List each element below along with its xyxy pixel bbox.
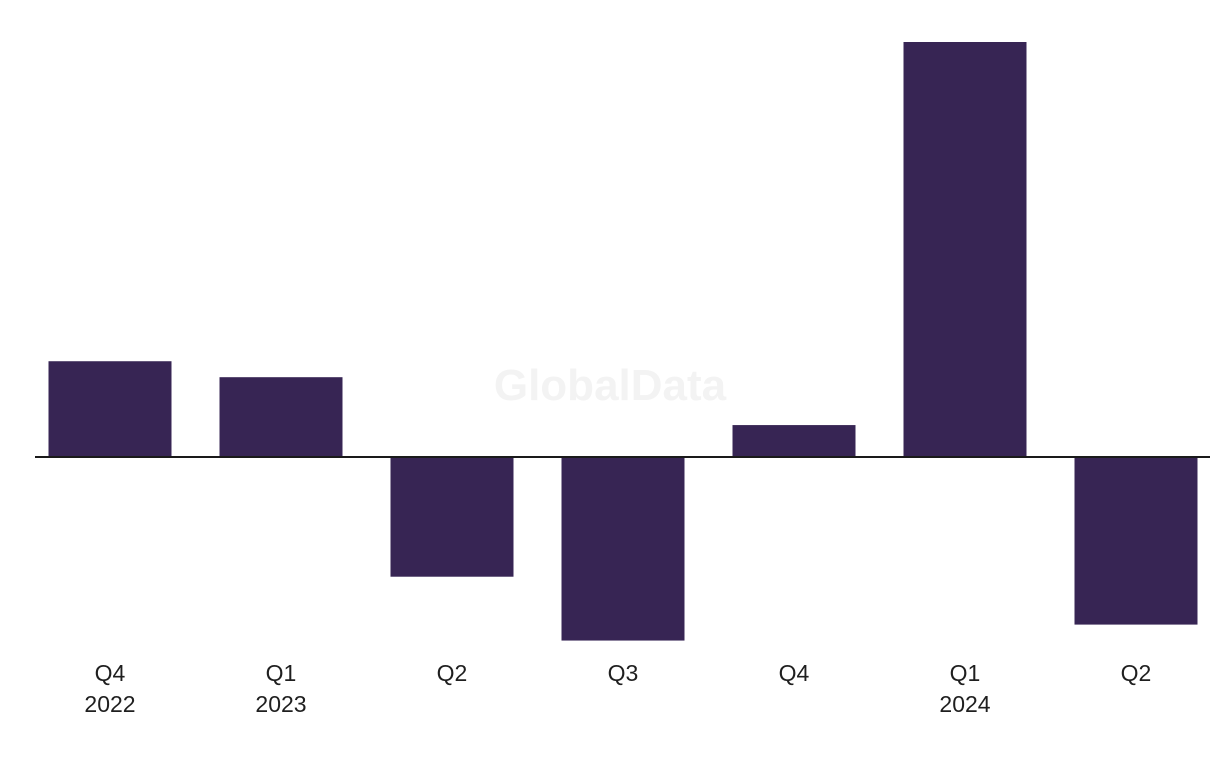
bars-group	[48, 42, 1198, 641]
category-label-6-line-0: Q2	[1121, 660, 1152, 686]
bar-4	[732, 425, 856, 457]
category-label-3-line-0: Q3	[608, 660, 639, 686]
category-label-5-line-0: Q1	[950, 660, 981, 686]
category-label-1-line-1: 2023	[255, 691, 306, 717]
watermark: GlobalData	[494, 361, 727, 410]
category-label-4-line-0: Q4	[779, 660, 810, 686]
category-label-1-line-0: Q1	[266, 660, 297, 686]
bar-6	[1074, 457, 1198, 625]
bar-5	[903, 42, 1027, 457]
bar-2	[390, 457, 514, 577]
category-label-2-line-0: Q2	[437, 660, 468, 686]
bar-3	[561, 457, 685, 641]
category-label-5-line-1: 2024	[939, 691, 990, 717]
bar-0	[48, 361, 172, 457]
category-labels-group: Q4 2022 Q1 2023 Q2 Q3 Q4 Q1 2024 Q2	[84, 660, 1151, 717]
bar-1	[219, 377, 343, 457]
category-label-0-line-0: Q4	[95, 660, 126, 686]
category-label-0-line-1: 2022	[84, 691, 135, 717]
